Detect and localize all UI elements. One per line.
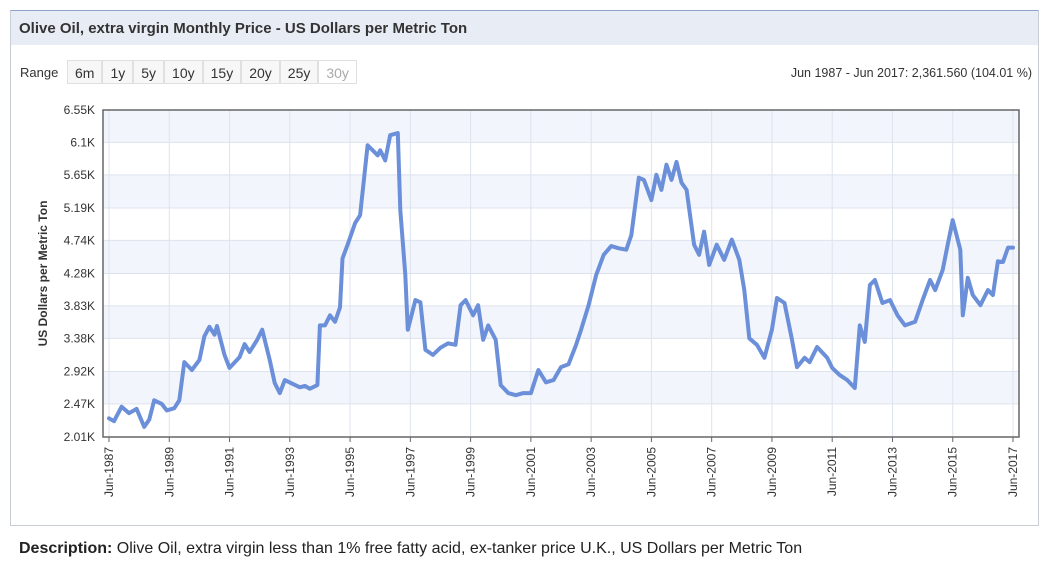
- x-tick-label: Jun-2013: [885, 447, 899, 497]
- range-button[interactable]: 10y: [164, 60, 203, 84]
- x-tick-label: Jun-2001: [524, 447, 538, 497]
- range-button[interactable]: 1y: [102, 60, 134, 84]
- plot-band: [103, 273, 1019, 306]
- x-tick-label: Jun-1993: [283, 447, 297, 497]
- y-axis-title: US Dollars per Metric Ton: [36, 201, 50, 347]
- x-tick-label: Jun-2007: [705, 447, 719, 497]
- x-tick-label: Jun-2005: [644, 447, 658, 497]
- plot-band: [103, 371, 1019, 404]
- x-tick-label: Jun-1997: [403, 447, 417, 497]
- range-button[interactable]: 15y: [202, 60, 242, 84]
- range-button[interactable]: 20y: [241, 60, 280, 84]
- plot-band: [103, 305, 1019, 339]
- y-tick-label: 6.55K: [64, 103, 95, 117]
- x-tick-label: Jun-2015: [946, 447, 960, 497]
- description: Description: Olive Oil, extra virgin les…: [19, 540, 802, 558]
- plot-band: [103, 142, 1019, 175]
- x-tick-label: Jun-1991: [223, 447, 237, 497]
- x-tick-label: Jun-1999: [464, 447, 478, 497]
- y-tick-label: 6.1K: [70, 135, 95, 149]
- plot-band: [103, 403, 1019, 437]
- price-line: [107, 131, 1015, 429]
- x-tick-label: Jun-2009: [765, 447, 779, 497]
- range-buttons: 6m 1y 5y 10y 15y 20y 25y 30y: [67, 60, 357, 84]
- x-tick-label: Jun-2017: [1006, 447, 1020, 497]
- y-tick-label: 3.83K: [64, 299, 95, 313]
- range-button[interactable]: 5y: [133, 60, 165, 84]
- description-text: Olive Oil, extra virgin less than 1% fre…: [116, 540, 803, 557]
- y-tick-label: 4.74K: [64, 233, 95, 247]
- x-tick-label: Jun-1995: [343, 447, 357, 497]
- chart: 2.01K 2.47K 2.92K 3.38K 3.83K 4.28K 4.74K 5.19K…: [36, 103, 1020, 497]
- y-tick-label: 3.38K: [64, 331, 95, 345]
- description-label: Description:: [19, 540, 113, 557]
- header: Olive Oil, extra virgin Monthly Price - …: [11, 11, 1038, 45]
- plot-band: [103, 110, 1019, 143]
- range-summary: Jun 1987 - Jun 2017: 2,361.560 (104.01 %…: [790, 66, 1032, 80]
- panel: [10, 10, 1039, 526]
- range-button[interactable]: 25y: [279, 60, 319, 84]
- range-label: Range: [20, 65, 59, 80]
- y-tick-label: 2.47K: [64, 397, 95, 411]
- range-button[interactable]: 30y: [318, 60, 357, 84]
- x-tick-label: Jun-1987: [102, 447, 116, 497]
- y-tick-label: 2.01K: [64, 430, 95, 444]
- x-tick-label: Jun-2003: [584, 447, 598, 497]
- y-tick-label: 2.92K: [64, 364, 95, 378]
- y-tick-label: 5.65K: [64, 168, 95, 182]
- plot-band: [103, 240, 1019, 274]
- y-tick-label: 5.19K: [64, 201, 95, 215]
- y-tick-label: 4.28K: [64, 267, 95, 281]
- plot-band: [103, 174, 1019, 208]
- x-tick-label: Jun-1989: [162, 447, 176, 497]
- plot-band: [103, 207, 1019, 241]
- plot-frame: [102, 109, 1020, 438]
- range-button[interactable]: 6m: [67, 60, 103, 84]
- x-tick-label: Jun-2011: [825, 447, 839, 496]
- header-title: Olive Oil, extra virgin Monthly Price - …: [19, 20, 468, 37]
